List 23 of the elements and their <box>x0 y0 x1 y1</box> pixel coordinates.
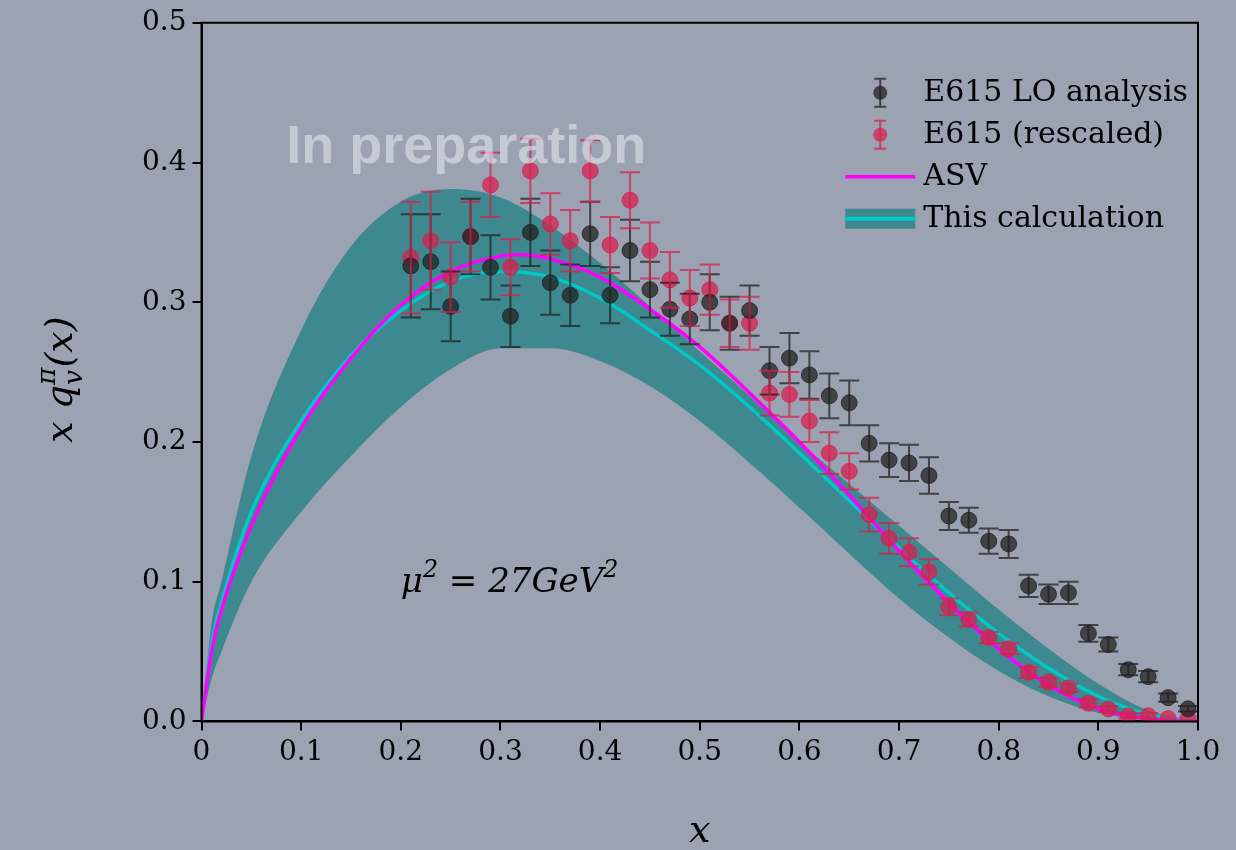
x-tick-label: 0.7 <box>876 734 922 768</box>
x-tick-label: 0.9 <box>1076 734 1121 768</box>
y-tick-label: 0.2 <box>142 423 187 457</box>
y-tick-label: 0.4 <box>142 143 187 177</box>
legend-label: E615 LO analysis <box>923 72 1189 108</box>
x-tick-label: 0.5 <box>677 734 723 768</box>
x-tick-label: 0.4 <box>577 734 623 768</box>
y-tick-label: 0.3 <box>142 283 187 317</box>
y-tick-label: 0.1 <box>142 562 187 596</box>
legend-label: ASV <box>922 156 989 192</box>
x-axis-title: x <box>689 807 711 850</box>
x-tick-label: 0 <box>192 734 211 768</box>
x-tick-label: 0.2 <box>378 734 424 768</box>
legend-label: E615 (rescaled) <box>923 114 1165 150</box>
x-tick-label: 0.6 <box>777 734 822 768</box>
y-tick-label: 0.0 <box>142 702 187 736</box>
legend-label: This calculation <box>923 198 1165 234</box>
x-tick-label: 0.1 <box>278 734 324 768</box>
x-tick-label: 0.3 <box>478 734 523 768</box>
y-axis-title: x qvπ(x) <box>29 316 88 443</box>
x-tick-label: 0.8 <box>976 734 1021 768</box>
y-tick-label: 0.5 <box>142 4 187 38</box>
x-tick-label: 1.0 <box>1175 734 1221 768</box>
